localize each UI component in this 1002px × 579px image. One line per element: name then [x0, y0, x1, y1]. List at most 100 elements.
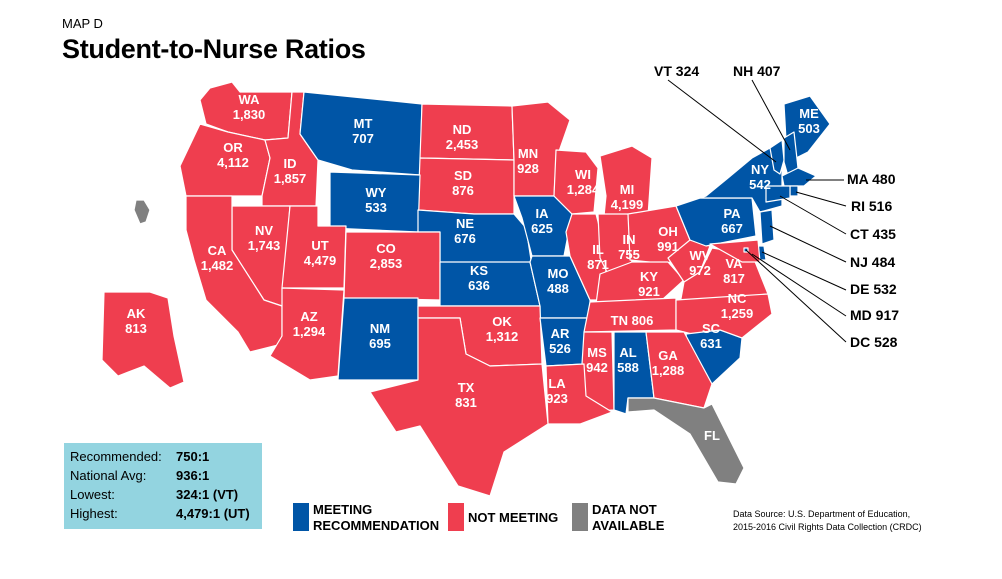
state-tx — [369, 317, 549, 497]
label-ky: KY 921 — [638, 269, 660, 299]
recommended-value: 750:1 — [176, 449, 210, 464]
label-wa-ratio: 1,830 — [233, 107, 266, 122]
callout-ri: RI 516 — [851, 198, 892, 214]
label-oh-abbr: OH — [658, 224, 678, 239]
label-mo-abbr: MO — [548, 266, 569, 281]
legend-na-line2: AVAILABLE — [592, 518, 665, 533]
label-mi-ratio: 4,199 — [611, 197, 644, 212]
label-ak: AK 813 — [125, 306, 147, 336]
highest-value: 4,479:1 (UT) — [176, 506, 250, 521]
label-ia: IA 625 — [531, 206, 553, 236]
label-tn: TN 806 — [611, 313, 654, 328]
label-ar: AR 526 — [549, 326, 571, 356]
label-wv-ratio: 972 — [689, 263, 711, 278]
label-ks: KS 636 — [468, 263, 490, 293]
label-ok-abbr: OK — [492, 314, 512, 329]
recommended-label: Recommended: — [70, 449, 162, 464]
label-sc: SC 631 — [700, 321, 722, 351]
label-ak-abbr: AK — [127, 306, 146, 321]
leader-de — [761, 251, 847, 291]
label-nd-ratio: 2,453 — [446, 137, 479, 152]
label-ca-ratio: 1,482 — [201, 258, 234, 273]
label-nv: NV 1,743 — [248, 223, 281, 253]
legend-not-meeting: NOT MEETING — [468, 510, 559, 525]
label-mn-abbr: MN — [518, 146, 538, 161]
label-mt: MT 707 — [352, 116, 374, 146]
label-wi-abbr: WI — [575, 167, 591, 182]
label-ny-ratio: 542 — [749, 177, 771, 192]
label-ca-abbr: CA — [208, 243, 227, 258]
label-co: CO 2,853 — [370, 241, 403, 271]
label-ok: OK 1,312 — [486, 314, 519, 344]
label-ny-abbr: NY — [751, 162, 769, 177]
label-ga: GA 1,288 — [652, 348, 685, 378]
label-sc-abbr: SC — [702, 321, 721, 336]
label-nc-abbr: NC — [728, 291, 747, 306]
state-hi — [133, 199, 151, 225]
label-tx: TX 831 — [455, 380, 477, 410]
label-ms-ratio: 942 — [586, 360, 608, 375]
label-sd-abbr: SD — [454, 168, 472, 183]
legend-not-meeting-swatch — [448, 503, 464, 531]
label-wi: WI 1,284 — [567, 167, 600, 197]
label-hi: HI — [108, 208, 121, 223]
label-ny: NY 542 — [749, 162, 771, 192]
label-ok-ratio: 1,312 — [486, 329, 519, 344]
label-ne-abbr: NE — [456, 216, 474, 231]
label-wy-abbr: WY — [366, 185, 387, 200]
legend-na-swatch — [572, 503, 588, 531]
label-mi-abbr: MI — [620, 182, 634, 197]
label-ut: UT 4,479 — [304, 238, 337, 268]
label-nv-ratio: 1,743 — [248, 238, 281, 253]
label-va-abbr: VA — [725, 256, 743, 271]
label-la-abbr: LA — [548, 376, 566, 391]
label-me-ratio: 503 — [798, 121, 820, 136]
label-id: ID 1,857 — [274, 156, 307, 186]
label-nc-ratio: 1,259 — [721, 306, 754, 321]
leader-ri — [795, 191, 847, 207]
state-ks — [439, 261, 541, 307]
label-ne-ratio: 676 — [454, 231, 476, 246]
label-ne: NE 676 — [454, 216, 476, 246]
label-ca: CA 1,482 — [201, 243, 234, 273]
state-ca — [185, 195, 283, 353]
callout-de: DE 532 — [850, 281, 897, 297]
label-ak-ratio: 813 — [125, 321, 147, 336]
label-sd-ratio: 876 — [452, 183, 474, 198]
label-mn-ratio: 928 — [517, 161, 539, 176]
label-az-abbr: AZ — [300, 309, 317, 324]
label-or: OR 4,112 — [217, 140, 249, 170]
label-oh: OH 991 — [657, 224, 679, 254]
label-mo: MO 488 — [547, 266, 569, 296]
label-az-ratio: 1,294 — [293, 324, 326, 339]
callout-ct: CT 435 — [850, 226, 896, 242]
legend-meeting-line2: RECOMMENDATION — [313, 518, 440, 533]
label-il-ratio: 871 — [587, 257, 609, 272]
label-nm: NM 695 — [369, 321, 391, 351]
label-mt-abbr: MT — [354, 116, 373, 131]
lowest-label: Lowest: — [70, 487, 115, 502]
label-wv-abbr: WV — [690, 248, 711, 263]
label-co-abbr: CO — [376, 241, 396, 256]
legend-meeting: MEETING RECOMMENDATION — [313, 502, 439, 534]
label-mn: MN 928 — [517, 146, 539, 176]
label-ar-ratio: 526 — [549, 341, 571, 356]
label-mi: MI 4,199 — [611, 182, 644, 212]
label-fl: FL — [704, 428, 720, 443]
data-source: Data Source: U.S. Department of Educatio… — [733, 508, 922, 534]
label-nm-abbr: NM — [370, 321, 390, 336]
label-al: AL 588 — [617, 345, 639, 375]
callout-dc: DC 528 — [850, 334, 898, 350]
data-source-line1: Data Source: U.S. Department of Educatio… — [733, 509, 911, 519]
label-or-ratio: 4,112 — [217, 155, 249, 170]
state-md — [709, 239, 761, 263]
leader-ct — [779, 195, 847, 235]
state-fl — [627, 397, 745, 485]
state-wi — [553, 149, 599, 215]
state-az — [269, 287, 345, 381]
label-pa-abbr: PA — [723, 206, 741, 221]
label-az: AZ 1,294 — [293, 309, 326, 339]
label-ky-abbr: KY — [640, 269, 658, 284]
state-wv — [667, 239, 711, 283]
label-wa: WA 1,830 — [233, 92, 266, 122]
